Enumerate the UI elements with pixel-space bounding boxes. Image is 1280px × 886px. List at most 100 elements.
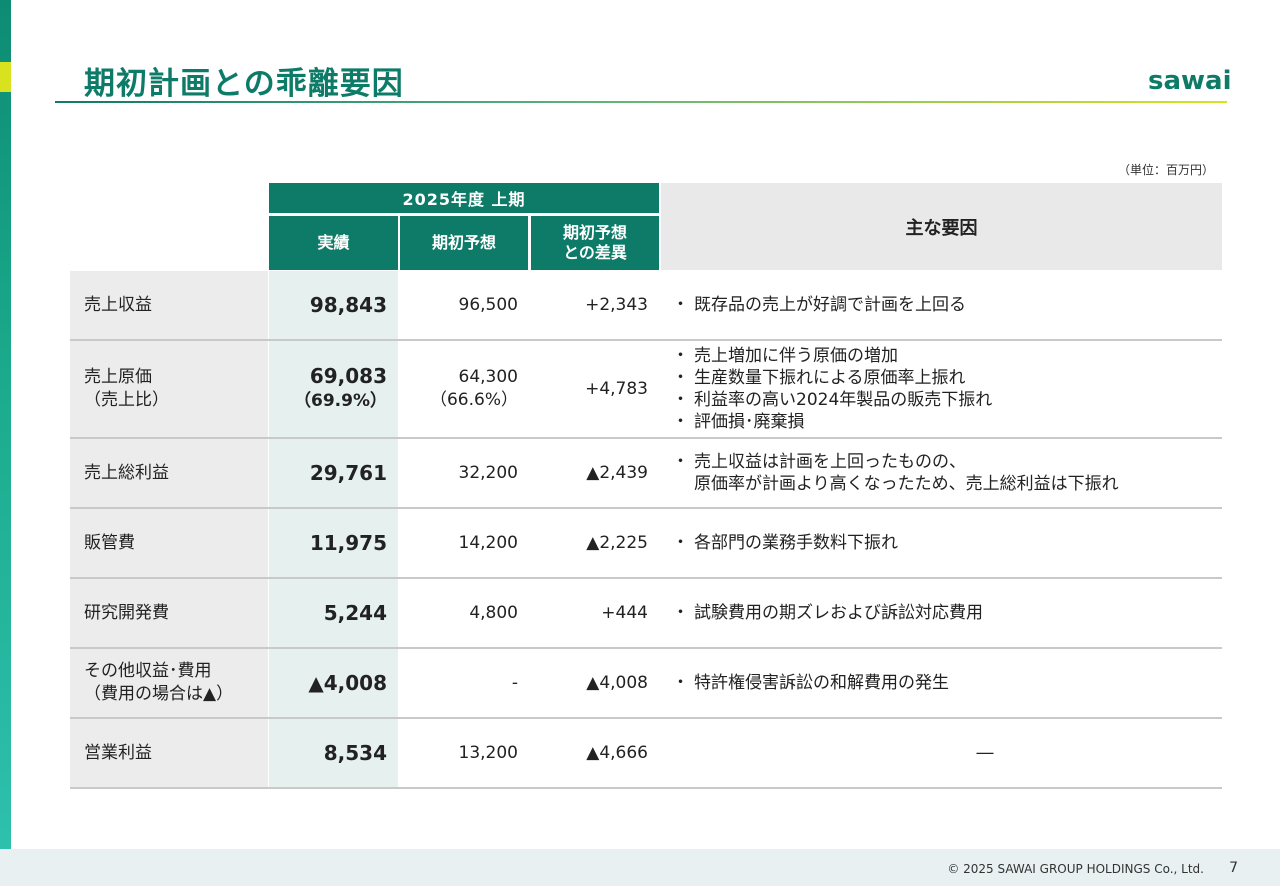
actual-value: 11,975 [309,530,387,555]
bullet-icon: ・ [672,295,689,315]
row-plan: 14,200 [400,509,528,577]
row-label: 研究開発費 [70,579,268,647]
plan-value: 14,200 [458,532,518,553]
actual-value: 98,843 [309,292,387,317]
row-label: 売上収益 [70,271,268,339]
factor-item: ・売上収益は計画を上回ったものの、 [668,451,1222,473]
row-label: その他収益･費用 （費用の場合は▲） [70,649,268,717]
table-row: その他収益･費用 （費用の場合は▲） ▲4,008 - ▲4,008 ・特許権侵… [70,649,1222,719]
factor-text: 評価損･廃棄損 [694,412,805,432]
row-plan: - [400,649,528,717]
row-label: 営業利益 [70,719,268,787]
row-plan: 13,200 [400,719,528,787]
unit-note: （単位：百万円） [1117,163,1214,177]
row-plan: 4,800 [400,579,528,647]
bullet-icon: ・ [672,452,689,472]
table-row: 営業利益 8,534 13,200 ▲4,666 ― [70,719,1222,789]
bullet-icon: ・ [672,368,689,388]
factor-item: ・利益率の高い2024年製品の販売下振れ [668,389,1222,411]
factor-item: ・既存品の売上が好調で計画を上回る [668,294,1222,316]
plan-value: 4,800 [469,602,518,623]
bullet-icon: ・ [672,412,689,432]
factor-continuation: 原価率が計画より高くなったため、売上総利益は下振れ [694,474,1119,494]
plan-value: 13,200 [458,742,518,763]
factor-text: 各部門の業務手数料下振れ [694,533,898,553]
factor-text: 特許権侵害訴訟の和解費用の発生 [694,673,949,693]
copyright: © 2025 SAWAI GROUP HOLDINGS Co., Ltd. [947,862,1204,876]
actual-value: 5,244 [323,600,387,625]
row-actual: 69,083 （69.9%） [269,341,398,437]
row-label: 販管費 [70,509,268,577]
header-diff: 期初予想 との差異 [531,216,659,270]
row-label-text: 営業利益 [84,742,152,763]
row-plan: 96,500 [400,271,528,339]
left-accent-strip [0,0,11,886]
row-diff: ▲2,439 [586,463,648,483]
bullet-icon: ・ [672,533,689,553]
sawai-logo: sawai [1148,66,1232,96]
header-factors: 主な要因 [661,183,1222,270]
row-label-text: その他収益･費用 [84,661,212,681]
actual-ratio: （69.9%） [294,391,387,411]
plan-ratio: （66.6%） [429,390,518,410]
data-table-body: 売上収益 98,843 96,500 +2,343 ・既存品の売上が好調で計画を… [70,271,1222,789]
row-factors: ・特許権侵害訴訟の和解費用の発生 [668,649,1222,717]
row-label: 売上原価 （売上比） [70,341,268,437]
row-actual: 8,534 [269,719,398,787]
plan-value: 96,500 [458,294,518,315]
row-label-text: 売上原価 [84,367,152,387]
factor-item: ・特許権侵害訴訟の和解費用の発生 [668,672,1222,694]
row-actual: 98,843 [269,271,398,339]
factor-item: ・評価損･廃棄損 [668,411,1222,433]
row-diff: +4,783 [585,379,648,399]
row-actual: 29,761 [269,439,398,507]
plan-value: 32,200 [458,462,518,483]
factor-text: 既存品の売上が好調で計画を上回る [694,295,966,315]
actual-value: 69,083 [309,364,387,388]
factor-item: ・生産数量下振れによる原価率上振れ [668,367,1222,389]
row-factors: ・各部門の業務手数料下振れ [668,509,1222,577]
row-label-text: 売上収益 [84,294,152,315]
row-actual: 11,975 [269,509,398,577]
bullet-icon: ・ [672,603,689,623]
row-diff: ▲2,225 [586,533,648,553]
factor-item: ・売上増加に伴う原価の増加 [668,345,1222,367]
header-plan: 期初予想 [400,216,528,270]
row-diff: ▲4,008 [586,673,648,693]
bullet-icon: ・ [672,346,689,366]
bullet-icon: ・ [672,390,689,410]
period-header: 2025年度 上期 [269,183,659,213]
actual-value: ▲4,008 [308,670,387,695]
row-actual: ▲4,008 [269,649,398,717]
page-number: 7 [1229,860,1238,876]
table-row: 研究開発費 5,244 4,800 +444 ・試験費用の期ズレおよび訴訟対応費… [70,579,1222,649]
row-factors: ・売上増加に伴う原価の増加 ・生産数量下振れによる原価率上振れ ・利益率の高い2… [668,341,1222,437]
bullet-icon: ・ [672,673,689,693]
row-factors: ・売上収益は計画を上回ったものの、 原価率が計画より高くなったため、売上総利益は… [668,439,1222,507]
actual-value: 8,534 [323,740,387,765]
row-label-text: 売上総利益 [84,462,169,483]
row-label-sub: （売上比） [84,390,169,410]
row-actual: 5,244 [269,579,398,647]
row-label: 売上総利益 [70,439,268,507]
factor-text: 利益率の高い2024年製品の販売下振れ [694,390,993,410]
table-row: 売上収益 98,843 96,500 +2,343 ・既存品の売上が好調で計画を… [70,271,1222,341]
actual-value: 29,761 [309,460,387,485]
page-title: 期初計画との乖離要因 [84,66,404,102]
table-row: 売上原価 （売上比） 69,083 （69.9%） 64,300 （66.6%）… [70,341,1222,439]
factor-text: 生産数量下振れによる原価率上振れ [694,368,966,388]
left-accent-yellow [0,62,11,92]
row-label-text: 販管費 [84,532,135,553]
plan-value: 64,300 [458,367,518,387]
row-label-text: 研究開発費 [84,602,169,623]
row-diff: +2,343 [585,295,648,315]
factor-text: 売上収益は計画を上回ったものの、 [694,452,966,472]
row-factors: ・試験費用の期ズレおよび訴訟対応費用 [668,579,1222,647]
row-factors: ― [668,719,1222,787]
row-plan: 64,300 （66.6%） [400,341,528,437]
factor-text: 試験費用の期ズレおよび訴訟対応費用 [694,603,983,623]
factor-item: ・各部門の業務手数料下振れ [668,532,1222,554]
row-diff: +444 [601,603,648,623]
title-underline [55,101,1227,103]
table-row: 売上総利益 29,761 32,200 ▲2,439 ・売上収益は計画を上回った… [70,439,1222,509]
